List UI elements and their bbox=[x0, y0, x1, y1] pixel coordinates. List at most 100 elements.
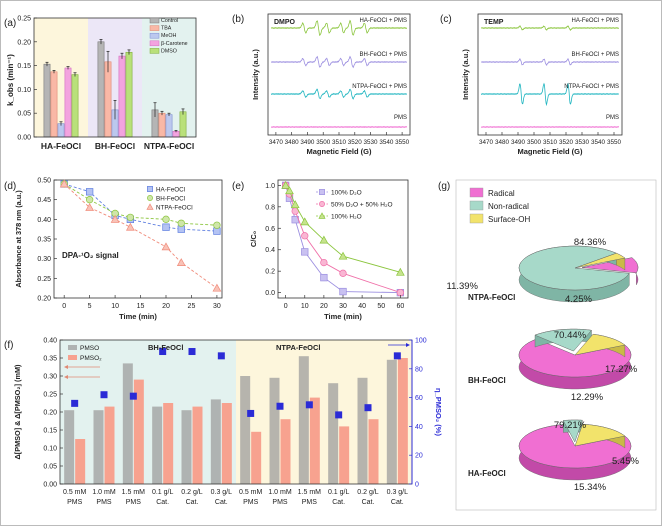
y-axis-label: Intensity (a.u.) bbox=[461, 49, 470, 100]
x-tick-label: 3550 bbox=[607, 139, 622, 146]
bar bbox=[43, 63, 51, 138]
pie-slice bbox=[574, 423, 626, 447]
data-point bbox=[396, 288, 405, 297]
y-tick-label: 0.4 bbox=[265, 247, 275, 254]
x-tick-label: 1.0 mM bbox=[268, 489, 292, 496]
y-tick-label: 0.05 bbox=[43, 464, 57, 471]
legend-label: PMSO bbox=[80, 345, 99, 352]
bar bbox=[251, 431, 262, 484]
x-tick-label: 3530 bbox=[364, 139, 379, 146]
bar bbox=[165, 114, 173, 138]
group-band bbox=[34, 18, 88, 137]
bar bbox=[118, 55, 126, 138]
slice-label: 70.44% bbox=[554, 330, 587, 341]
legend-label: β-Carotene bbox=[161, 41, 188, 47]
x-tick-label: PMS bbox=[302, 499, 318, 506]
bar bbox=[152, 406, 163, 484]
data-point bbox=[188, 348, 196, 356]
y-tick-label: 0.20 bbox=[37, 296, 51, 303]
y2-tick-label: 60 bbox=[415, 395, 423, 402]
x-tick-label: Cat. bbox=[391, 499, 404, 506]
bar bbox=[104, 406, 115, 484]
x-tick-label: PMS bbox=[272, 499, 288, 506]
bar bbox=[339, 426, 350, 484]
y-tick-label: 0.0 bbox=[265, 290, 275, 297]
legend-label: 100% H₂O bbox=[331, 214, 362, 221]
data-point bbox=[213, 221, 221, 229]
x-tick-label: Cat. bbox=[156, 499, 169, 506]
x-tick-label: 40 bbox=[358, 303, 366, 310]
y2-tick-label: 20 bbox=[415, 453, 423, 460]
legend-label: MeOH bbox=[161, 33, 176, 39]
y2-axis-label: η_PMSO₂ (%) bbox=[434, 388, 443, 436]
y-tick-label: 0.05 bbox=[17, 111, 31, 118]
y-axis-label: C/C₀ bbox=[249, 231, 258, 247]
y-tick-label: 0.15 bbox=[43, 428, 57, 435]
x-tick-label: 0.2 g/L bbox=[181, 489, 203, 496]
legend-label: Non-radical bbox=[488, 202, 529, 211]
x-tick-label: 1.0 mM bbox=[92, 489, 116, 496]
x-tick-label: 0.3 g/L bbox=[387, 489, 409, 496]
slice-label: 84.36% bbox=[574, 237, 607, 248]
x-tick-label: 10 bbox=[301, 303, 309, 310]
slice-label: 5.45% bbox=[612, 456, 639, 467]
spectrum-line bbox=[270, 55, 408, 69]
x-tick-label: 1.5 mM bbox=[298, 489, 322, 496]
pie-slice bbox=[518, 245, 630, 291]
data-point bbox=[176, 258, 186, 266]
y-tick-label: 0.00 bbox=[43, 482, 57, 489]
x-tick-label: Cat. bbox=[215, 499, 228, 506]
data-point bbox=[290, 200, 300, 209]
bar bbox=[368, 419, 379, 484]
data-point bbox=[320, 258, 328, 267]
x-tick-label: 3510 bbox=[543, 139, 558, 146]
x-tick-label: PMS bbox=[96, 499, 112, 506]
data-point bbox=[301, 232, 309, 240]
x-tick-label: NTPA-FeOCl bbox=[144, 141, 194, 151]
bar bbox=[64, 67, 72, 138]
bar bbox=[64, 410, 75, 484]
x-tick-label: 20 bbox=[320, 303, 328, 310]
x-tick-label: 0 bbox=[284, 303, 288, 310]
y-tick-label: 0.25 bbox=[43, 392, 57, 399]
legend-swatch bbox=[469, 200, 484, 211]
bar bbox=[298, 356, 309, 484]
data-point bbox=[301, 248, 309, 256]
data-point bbox=[300, 217, 310, 226]
axis-arrow-head bbox=[64, 365, 68, 369]
y-tick-label: 0.40 bbox=[43, 338, 57, 345]
bar bbox=[397, 358, 408, 484]
y-tick-label: 0.20 bbox=[17, 39, 31, 46]
slice-label: 15.34% bbox=[574, 482, 607, 493]
x-tick-label: Cat. bbox=[332, 499, 345, 506]
chart-title: DMPO bbox=[274, 19, 296, 26]
x-tick-label: 0.1 g/L bbox=[328, 489, 350, 496]
legend-label: Radical bbox=[488, 189, 515, 198]
data-point bbox=[395, 267, 405, 276]
x-tick-label: 60 bbox=[396, 303, 404, 310]
pie-name: NTPA-FeOCl bbox=[468, 293, 515, 302]
y-tick-label: 0.50 bbox=[37, 178, 51, 185]
slice-label: 17.27% bbox=[605, 364, 638, 375]
data-point bbox=[319, 235, 329, 244]
bar bbox=[57, 123, 65, 138]
legend-marker bbox=[318, 212, 326, 219]
y-tick-label: 0.00 bbox=[17, 135, 31, 142]
y2-tick-label: 0 bbox=[415, 482, 419, 489]
bar bbox=[357, 377, 368, 484]
series-label: BH-FeOCl + PMS bbox=[359, 52, 407, 58]
data-point bbox=[85, 188, 94, 196]
y-tick-label: 0.6 bbox=[265, 226, 275, 233]
legend-swatch bbox=[68, 345, 77, 350]
x-tick-label: 3470 bbox=[269, 139, 284, 146]
group-label: BH-FeOCl bbox=[148, 343, 183, 352]
bar bbox=[269, 377, 280, 484]
bar bbox=[125, 51, 133, 138]
y-tick-label: 0.40 bbox=[37, 217, 51, 224]
data-point bbox=[217, 352, 225, 360]
panel-label: (d) bbox=[4, 181, 16, 192]
bar bbox=[163, 403, 174, 484]
x-tick-label: 0.2 g/L bbox=[357, 489, 379, 496]
bar bbox=[93, 410, 104, 484]
data-point bbox=[85, 203, 95, 211]
